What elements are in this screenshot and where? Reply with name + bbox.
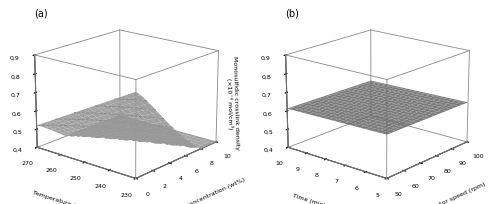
Y-axis label: Time (min): Time (min) bbox=[292, 194, 326, 204]
Text: (a): (a) bbox=[34, 8, 48, 18]
Y-axis label: Temperature (°C): Temperature (°C) bbox=[32, 191, 85, 204]
X-axis label: HDA-concentration (wt%): HDA-concentration (wt%) bbox=[171, 177, 246, 204]
X-axis label: Rotor speed (rpm): Rotor speed (rpm) bbox=[432, 182, 486, 204]
Text: (b): (b) bbox=[286, 8, 300, 18]
